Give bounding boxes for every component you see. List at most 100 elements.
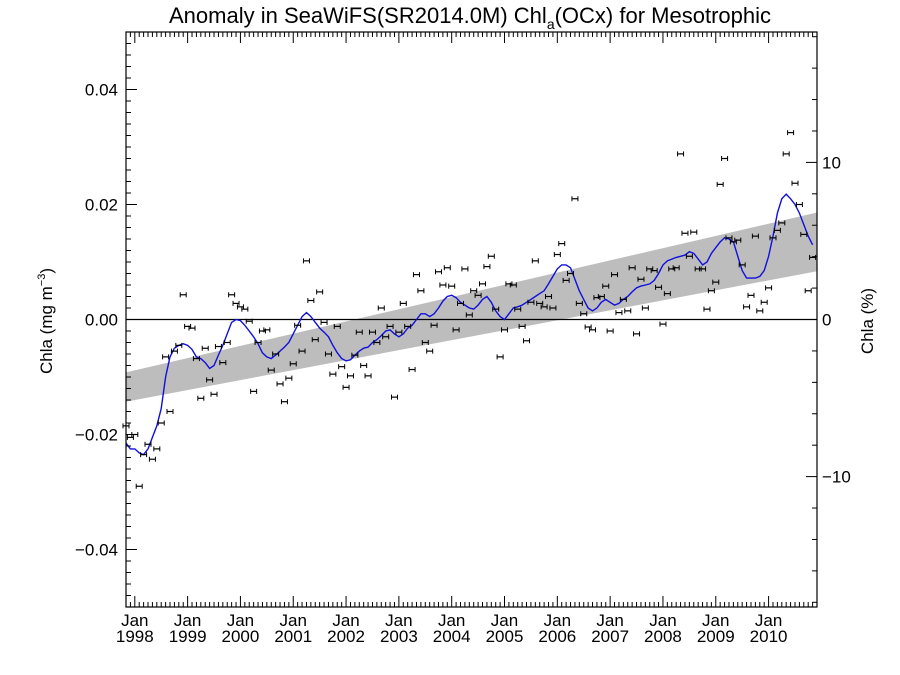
anomaly-point bbox=[179, 292, 187, 298]
anomaly-point bbox=[210, 391, 218, 397]
anomaly-point bbox=[721, 156, 729, 161]
anomaly-point bbox=[377, 305, 385, 311]
anomaly-point bbox=[153, 446, 161, 452]
anomaly-point bbox=[148, 456, 156, 462]
anomaly-point bbox=[536, 300, 544, 306]
anomaly-point bbox=[606, 328, 614, 334]
anomaly-point bbox=[751, 233, 759, 239]
anomaly-point bbox=[672, 265, 680, 271]
anomaly-point bbox=[382, 334, 390, 340]
anomaly-point bbox=[804, 288, 812, 294]
anomaly-point bbox=[470, 288, 478, 294]
anomaly-point bbox=[795, 202, 803, 207]
anomaly-point bbox=[474, 292, 482, 298]
anomaly-point bbox=[307, 298, 315, 304]
anomaly-point bbox=[509, 282, 517, 288]
anomaly-point bbox=[162, 354, 170, 360]
x-tick-label-year: 2009 bbox=[697, 627, 735, 646]
anomaly-point bbox=[346, 373, 354, 379]
trend-band-polygon bbox=[126, 212, 817, 402]
anomaly-point bbox=[166, 409, 174, 414]
anomaly-point bbox=[351, 352, 359, 358]
x-tick-label-year: 2003 bbox=[380, 627, 418, 646]
anomaly-point bbox=[289, 361, 297, 367]
anomaly-point bbox=[549, 305, 557, 311]
anomaly-point bbox=[791, 180, 799, 186]
x-tick-label-month: Jan bbox=[227, 611, 254, 630]
x-tick-label-year: 2010 bbox=[750, 627, 788, 646]
axis-ticks bbox=[125, 31, 818, 608]
left-tick-label: 0.04 bbox=[85, 81, 118, 100]
anomaly-point bbox=[743, 304, 751, 310]
anomaly-point bbox=[782, 151, 790, 157]
anomaly-point bbox=[426, 348, 434, 354]
chart-title: Anomaly in SeaWiFS(SR2014.0M) Chla(OCx) … bbox=[169, 3, 771, 32]
anomaly-point bbox=[298, 348, 306, 354]
anomaly-point bbox=[329, 371, 337, 377]
right-tick-label: 0 bbox=[822, 311, 831, 330]
anomaly-point bbox=[716, 181, 724, 187]
anomaly-point bbox=[302, 258, 310, 264]
x-tick-label-year: 2001 bbox=[274, 627, 312, 646]
anomaly-point bbox=[267, 367, 275, 373]
monthly-anomaly-points bbox=[122, 130, 817, 489]
anomaly-point bbox=[479, 281, 487, 287]
anomaly-point bbox=[589, 327, 597, 333]
anomaly-point bbox=[633, 331, 641, 337]
anomaly-point bbox=[452, 327, 460, 333]
left-tick-label: −0.04 bbox=[75, 541, 118, 560]
x-tick-label-year: 1999 bbox=[169, 627, 207, 646]
anomaly-point bbox=[448, 283, 456, 289]
anomaly-point bbox=[223, 340, 231, 345]
anomaly-point bbox=[241, 306, 249, 312]
anomaly-point bbox=[232, 300, 240, 306]
anomaly-point bbox=[355, 329, 363, 335]
anomaly-point bbox=[492, 306, 500, 312]
right-tick-label: −10 bbox=[822, 468, 851, 487]
x-tick-label-year: 2007 bbox=[591, 627, 629, 646]
anomaly-point bbox=[553, 252, 561, 258]
anomaly-point bbox=[342, 384, 350, 390]
anomaly-point bbox=[738, 262, 746, 268]
anomaly-point bbox=[584, 324, 592, 330]
anomaly-point bbox=[575, 300, 583, 306]
anomaly-point bbox=[170, 348, 178, 354]
x-tick-label-year: 2004 bbox=[433, 627, 471, 646]
smoothed-anomaly-line bbox=[125, 193, 814, 456]
anomaly-point bbox=[567, 271, 575, 276]
anomaly-point bbox=[699, 266, 707, 272]
anomaly-point bbox=[214, 344, 222, 350]
anomaly-point bbox=[778, 220, 786, 226]
anomaly-point bbox=[364, 373, 372, 379]
anomaly-point bbox=[386, 323, 394, 329]
x-tick-label-year: 1998 bbox=[116, 627, 154, 646]
anomaly-point bbox=[324, 351, 332, 357]
anomaly-point bbox=[619, 296, 627, 302]
trend-confidence-band bbox=[126, 212, 817, 402]
anomaly-point bbox=[276, 381, 284, 387]
x-tick-label-year: 2008 bbox=[644, 627, 682, 646]
anomaly-point bbox=[236, 304, 244, 310]
anomaly-point bbox=[175, 342, 183, 348]
right-y-axis-title: Chla (%) bbox=[858, 288, 877, 354]
left-y-tick-labels: 0.04 0.02 0.00 −0.02 −0.04 bbox=[75, 81, 118, 560]
anomaly-point bbox=[663, 291, 671, 297]
anomaly-point bbox=[523, 338, 531, 344]
x-tick-label-year: 2002 bbox=[327, 627, 365, 646]
x-tick-label-month: Jan bbox=[280, 611, 307, 630]
x-tick-label-month: Jan bbox=[174, 611, 201, 630]
anomaly-point bbox=[316, 289, 324, 295]
anomaly-point bbox=[659, 321, 667, 327]
x-tick-label-year: 2005 bbox=[486, 627, 524, 646]
anomaly-point bbox=[531, 258, 539, 264]
x-tick-label-month: Jan bbox=[438, 611, 465, 630]
anomaly-point bbox=[254, 340, 262, 345]
anomaly-point bbox=[571, 196, 579, 202]
anomaly-point bbox=[655, 284, 663, 290]
anomaly-point bbox=[456, 300, 464, 306]
x-tick-label-month: Jan bbox=[596, 611, 623, 630]
anomaly-point bbox=[518, 323, 526, 329]
anomaly-point bbox=[637, 276, 645, 282]
anomaly-point bbox=[412, 272, 420, 278]
